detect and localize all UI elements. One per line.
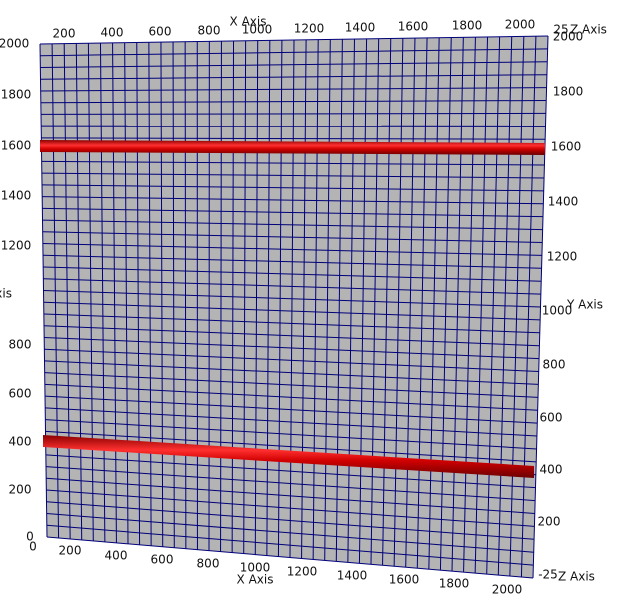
tick-label: 1800: [452, 19, 483, 33]
tick-label: 600: [540, 411, 563, 425]
axis-title: Y Axis: [566, 298, 603, 312]
tick-label: 800: [543, 358, 566, 372]
tick-label: 200: [538, 515, 561, 529]
axis-title: Z Axis: [558, 570, 595, 584]
tick-label: 2000: [492, 583, 523, 597]
tick-label: 1200: [294, 22, 325, 36]
tick-label: 800: [9, 338, 32, 352]
mesh-line: [46, 524, 534, 566]
tick-label: 1400: [1, 189, 32, 203]
tick-label: 200: [9, 483, 32, 497]
tick-label: 400: [540, 463, 563, 477]
tick-label: 2000: [553, 30, 584, 44]
tick-label: 400: [101, 26, 124, 40]
axis-title: X Axis: [237, 573, 274, 587]
mesh-line: [46, 489, 535, 527]
tick-label: 600: [149, 25, 172, 39]
tick-label: 1200: [287, 565, 318, 579]
tick-label: 0: [26, 530, 34, 544]
tick-label: 1200: [547, 250, 578, 264]
mesh-grid: [39, 35, 549, 579]
tick-label: 200: [53, 27, 76, 41]
mesh-line: [509, 36, 525, 577]
tube-lower: [43, 435, 534, 478]
tick-label: 1800: [1, 88, 32, 102]
tick-label: 1600: [398, 20, 429, 34]
tick-label: 1400: [548, 195, 579, 209]
tick-label: 600: [9, 387, 32, 401]
axis-title: Z Axis: [570, 23, 607, 37]
tick-label: 1400: [337, 569, 368, 583]
tick-label: 1200: [1, 239, 32, 253]
tick-label: 1600: [389, 573, 420, 587]
mesh-line: [532, 35, 549, 579]
tick-label: 200: [59, 544, 82, 558]
tick-label: 600: [151, 553, 174, 567]
tick-label: -25: [538, 568, 558, 582]
tube-upper: [40, 140, 545, 155]
tick-label: 400: [9, 435, 32, 449]
mesh-line: [486, 36, 501, 575]
tick-label: 400: [105, 549, 128, 563]
tick-label: 1000: [542, 304, 573, 318]
tick-label: 800: [198, 24, 221, 38]
mesh-line: [46, 536, 534, 579]
tick-label: 800: [197, 557, 220, 571]
mesh-line: [520, 36, 537, 578]
mesh-line: [46, 513, 534, 553]
tick-label: 2000: [505, 18, 536, 32]
tick-label: 1600: [551, 140, 582, 154]
tick-label: 1800: [553, 85, 584, 99]
tick-label: 1400: [345, 21, 376, 35]
tick-label: 25: [553, 23, 568, 37]
mesh-line: [45, 466, 536, 502]
mesh-line: [463, 37, 476, 573]
axis-title: X Axis: [230, 15, 267, 29]
tick-label: 1800: [439, 577, 470, 591]
tick-label: 1600: [1, 139, 32, 153]
mesh-line: [46, 477, 535, 514]
mesh-line: [474, 36, 489, 574]
mesh-line: [497, 36, 513, 576]
tick-label: 1000: [242, 23, 273, 37]
tick-label: 1000: [240, 561, 271, 575]
axis-title: Y Axis: [0, 287, 12, 301]
tick-label: 0: [29, 540, 37, 554]
mesh-line: [46, 501, 535, 540]
mesh-line: [45, 454, 536, 489]
tick-label: 2000: [0, 37, 29, 51]
